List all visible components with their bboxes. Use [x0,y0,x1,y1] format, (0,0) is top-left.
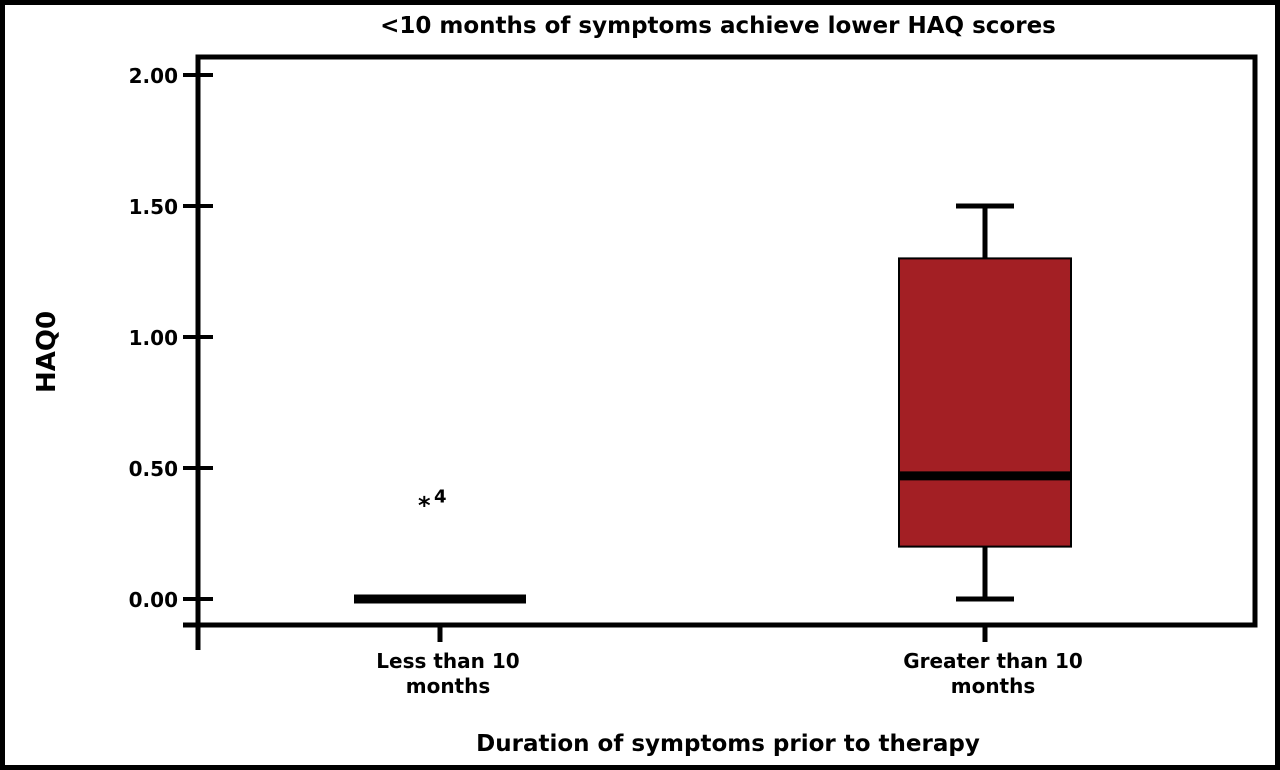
x-tick-label: months [951,674,1036,698]
x-tick-label: Greater than 10 [903,649,1083,673]
chart-title: <10 months of symptoms achieve lower HAQ… [380,13,1056,39]
x-axis-label: Duration of symptoms prior to therapy [476,731,980,757]
outlier-label: 4 [434,486,447,507]
y-tick-label: 0.50 [129,457,178,481]
y-tick-label: 0.00 [129,588,178,612]
x-tick-label: months [406,674,491,698]
y-tick-label: 1.50 [129,195,178,219]
box-group: * 4 [354,486,526,604]
y-tick-label: 1.00 [129,326,178,350]
iqr-box [898,257,1072,548]
y-tick-label: 2.00 [129,64,178,88]
x-tick-label: Less than 10 [376,649,519,673]
outlier-marker: * [418,491,431,519]
y-axis-label: HAQ0 [32,311,62,393]
boxes: * 4 [354,203,1072,604]
plot-frame [195,54,1258,628]
y-ticks: 0.00 0.50 1.00 1.50 2.00 [129,64,213,612]
box-group [898,203,1072,602]
